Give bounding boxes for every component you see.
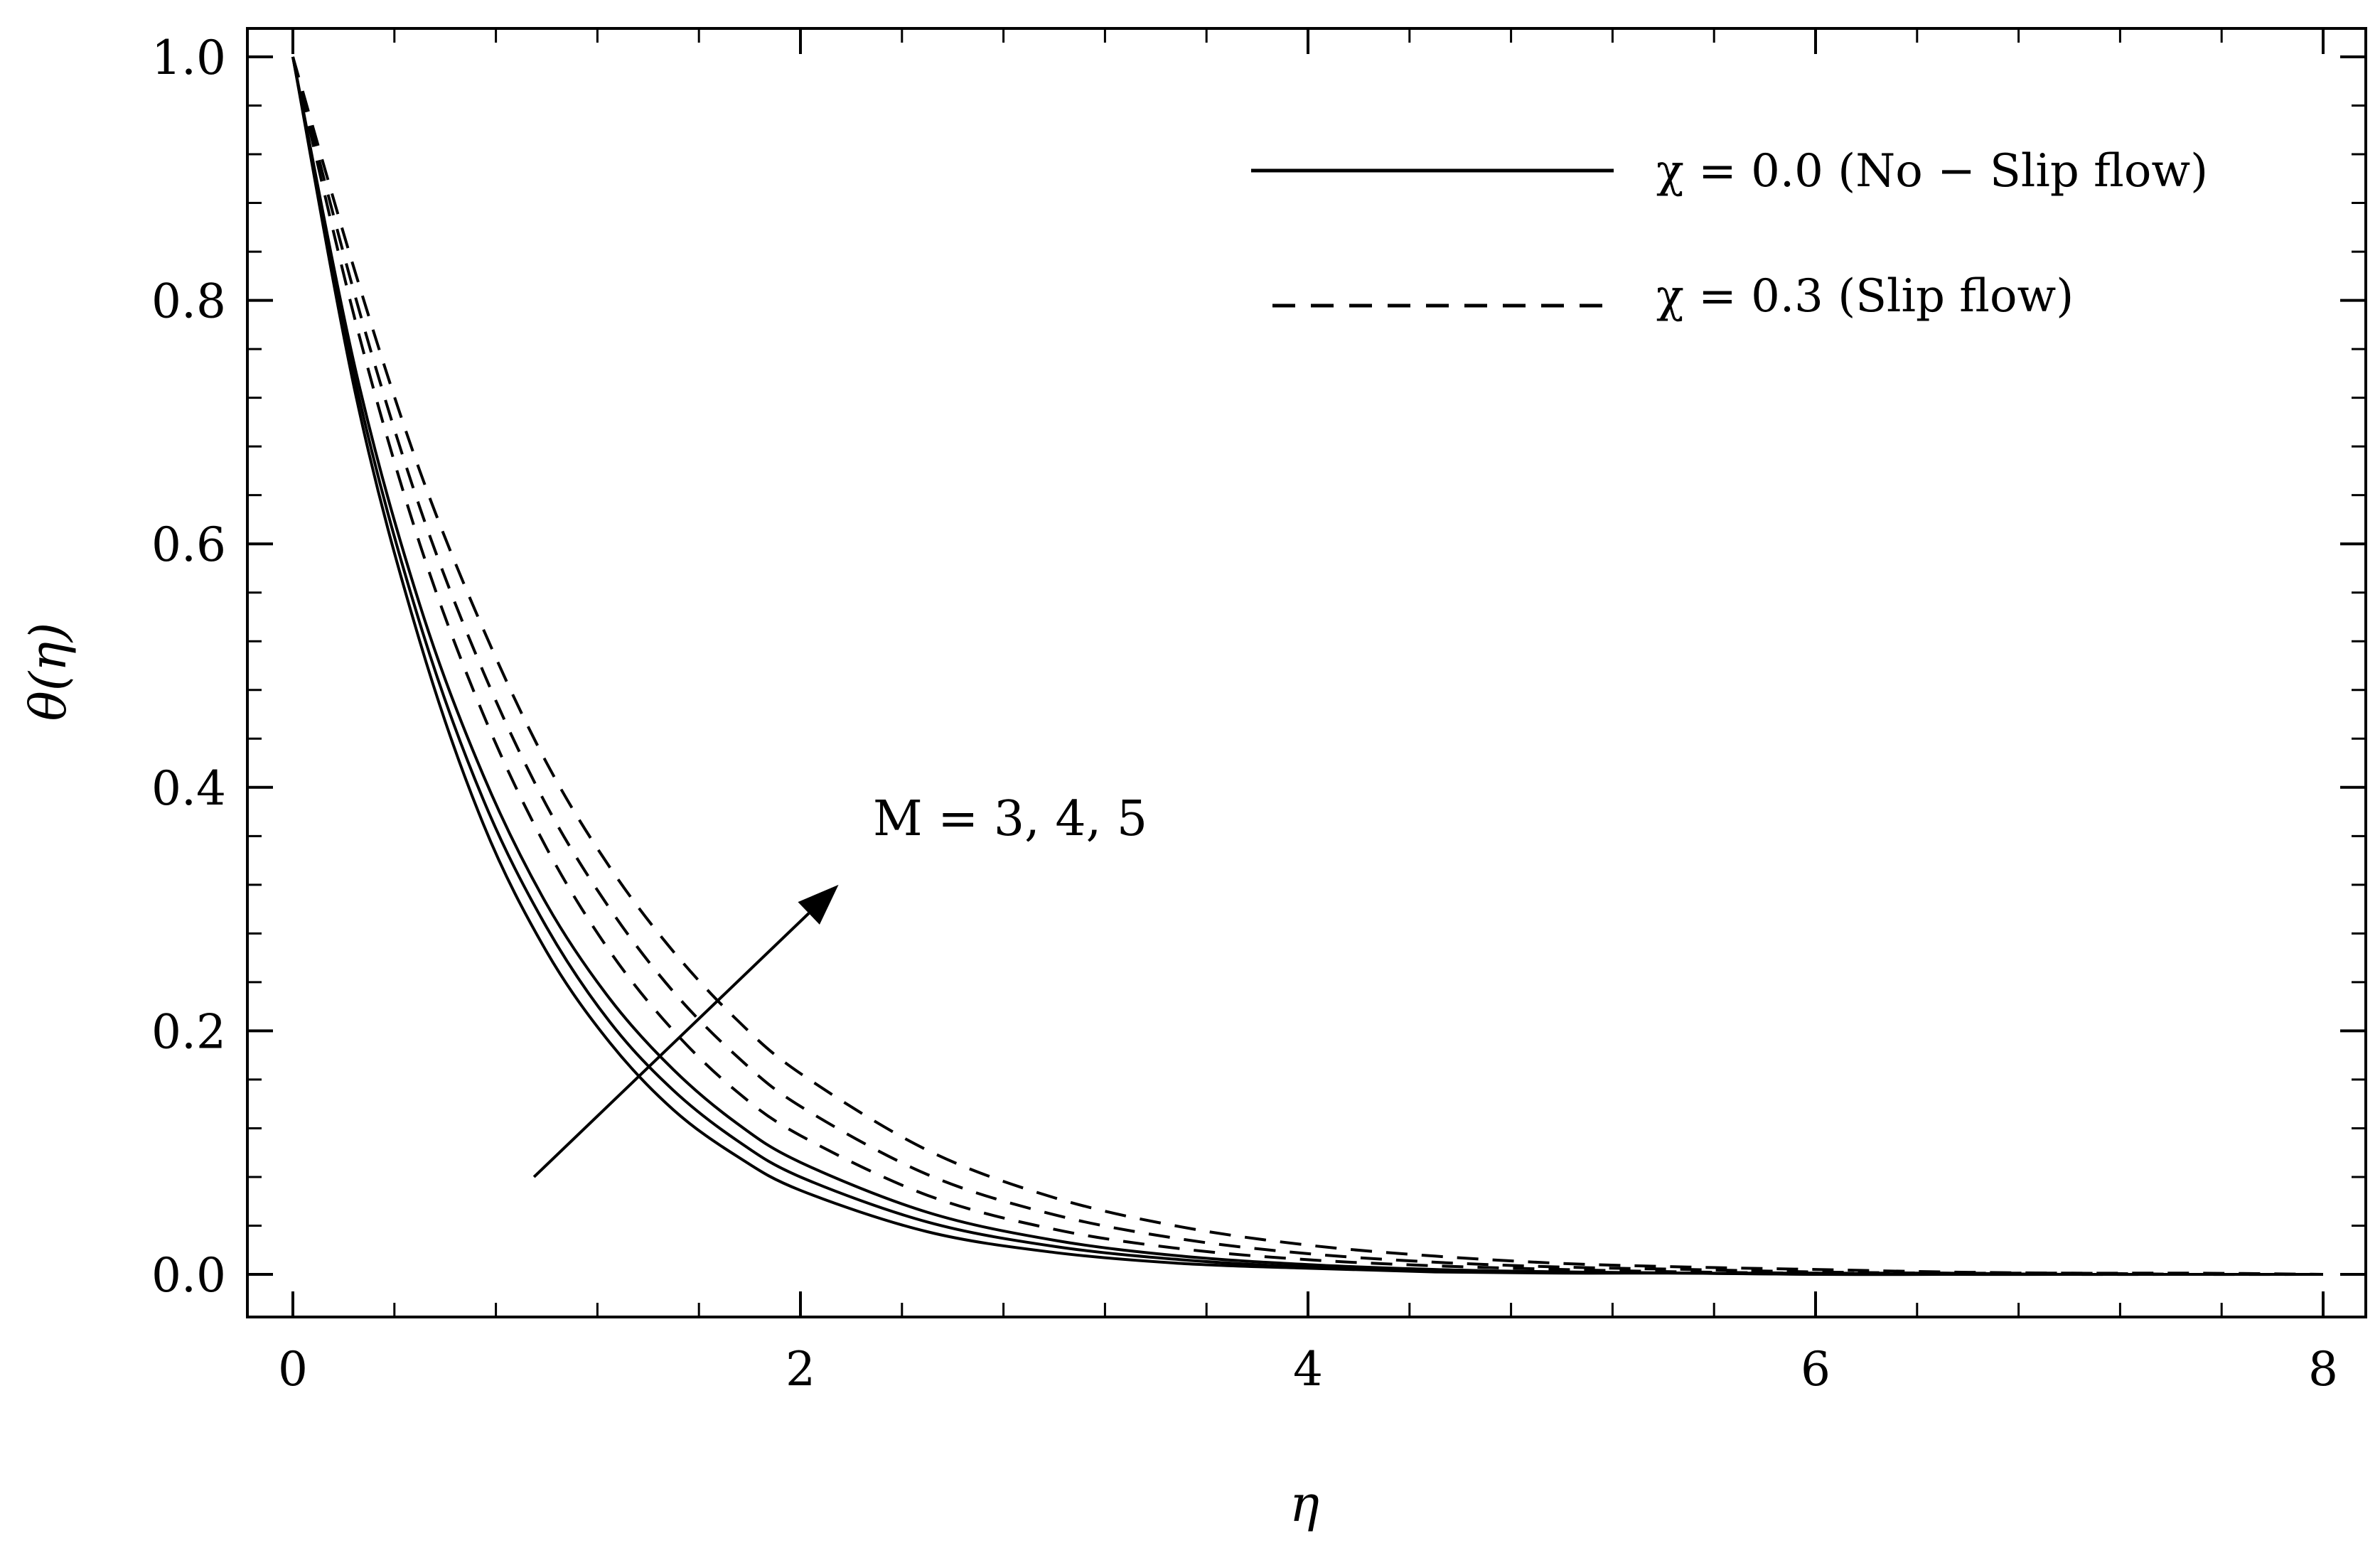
- y-tick-label: 0.4: [151, 761, 226, 816]
- y-tick-label: 1.0: [151, 31, 226, 85]
- solid-series-M4: [291, 56, 2323, 1276]
- legend: χ = 0.0 (No − Slip flow) χ = 0.3 (Slip f…: [1251, 145, 2208, 323]
- y-tick-label: 0.8: [151, 274, 226, 329]
- annotation-text: M = 3, 4, 5: [873, 791, 1147, 847]
- annotation-arrow: [532, 912, 810, 1178]
- solid-series-M3: [291, 56, 2323, 1276]
- y-axis-label: θ(η): [19, 623, 77, 721]
- x-tick-label: 2: [786, 1342, 815, 1397]
- x-tick-label: 8: [2308, 1342, 2338, 1397]
- y-tick-label: 0.6: [151, 517, 226, 572]
- x-tick-label: 0: [278, 1342, 308, 1397]
- dashed-series-M3: [291, 56, 2323, 1276]
- y-tick-label: 0.2: [151, 1004, 226, 1059]
- annotation: M = 3, 4, 5: [532, 791, 1147, 1178]
- dashed-series-M4: [291, 56, 2324, 1276]
- legend-label-no-slip: χ = 0.0 (No − Slip flow): [1656, 145, 2208, 198]
- x-tick-label: 6: [1801, 1342, 1830, 1397]
- annotation-arrowhead: [798, 884, 839, 925]
- x-axis-label: η: [1290, 1475, 1319, 1533]
- tick-labels: 0 2 4 6 8 0.0 0.2 0.4 0.6 0.8 1.0: [151, 31, 2338, 1397]
- series-group: [291, 56, 2324, 1276]
- solid-series-M5: [291, 56, 2323, 1276]
- legend-label-slip: χ = 0.3 (Slip flow): [1656, 270, 2074, 323]
- y-tick-label: 0.0: [151, 1248, 226, 1303]
- dashed-series-M5: [291, 56, 2324, 1276]
- x-tick-label: 4: [1293, 1342, 1323, 1397]
- axis-ticks: [247, 28, 2366, 1317]
- plot-frame: [246, 27, 2367, 1318]
